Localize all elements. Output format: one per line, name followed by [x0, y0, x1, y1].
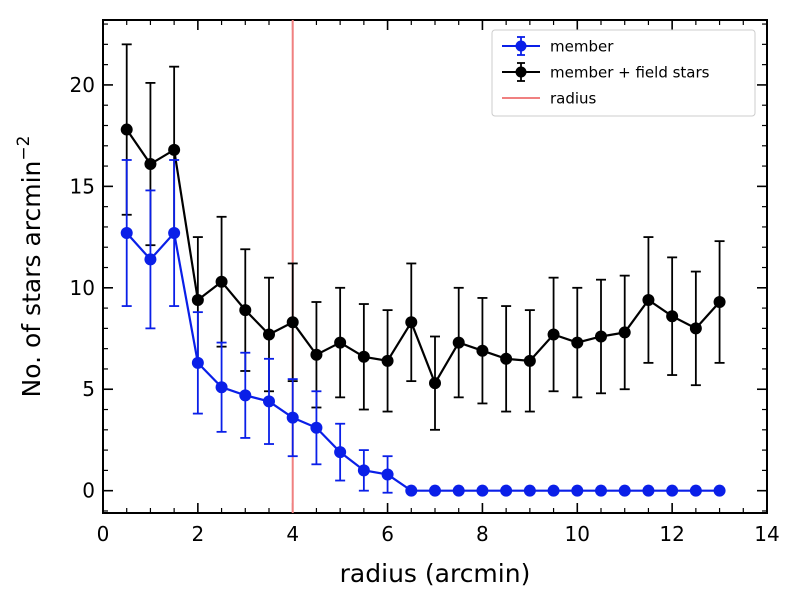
member-data-point [595, 484, 607, 497]
legend-marker-member [515, 40, 527, 52]
member-data-point [286, 411, 299, 424]
y-axis-title-main: No. of stars arcmin [17, 161, 46, 398]
member-data-point [571, 484, 584, 497]
legend-items: member member + field stars radius [502, 36, 710, 108]
member-field-data-point [547, 328, 560, 341]
member-data-point [381, 468, 394, 481]
member-field-data-point [168, 143, 181, 156]
legend-label-member: member [550, 38, 614, 56]
member-field-data-point [144, 158, 157, 171]
y-axis-title-superscript: −2 [14, 136, 34, 161]
member-field-data-point [595, 330, 607, 343]
member-field-data-point [263, 328, 275, 341]
member-field-data-point [689, 322, 702, 335]
member-series-line [125, 230, 720, 492]
member-data-point [452, 484, 465, 497]
member-data-point [618, 484, 631, 497]
legend-marker-member-field [515, 66, 527, 78]
legend-box [491, 29, 756, 117]
y-axis-title: No. of stars arcmin−2 [14, 136, 46, 398]
member-data-point [334, 446, 347, 459]
x-tick-label: 12 [659, 522, 684, 546]
member-field-data-point [334, 336, 347, 349]
x-tick-label: 6 [381, 522, 394, 546]
member-field-series-line [125, 128, 721, 386]
member-field-data-point [618, 326, 631, 339]
member-data-point [239, 389, 252, 402]
member-data-point [215, 381, 228, 394]
member-data-point [666, 484, 679, 497]
x-axis-title: radius (arcmin) [340, 559, 531, 588]
member-field-data-point [381, 354, 394, 367]
tick-labels: 0 2 4 6 8 10 12 14 0 5 10 15 20 [70, 73, 780, 546]
member-field-data-point [500, 352, 513, 365]
member-data-point [120, 227, 133, 240]
member-data-point [357, 464, 370, 477]
data-marks [120, 20, 726, 513]
x-tick-label: 0 [97, 522, 110, 546]
member-field-data-point [357, 350, 370, 363]
member-field-data-point [476, 344, 489, 357]
member-field-data-point [452, 336, 465, 349]
member-data-point [144, 253, 157, 266]
member-field-data-point [310, 348, 323, 361]
member-data-point [429, 484, 441, 497]
member-field-data-point [286, 316, 299, 329]
y-tick-label: 0 [82, 479, 95, 503]
member-data-point [689, 484, 702, 497]
member-data-point [405, 484, 418, 497]
y-tick-label: 5 [82, 377, 95, 401]
member-data-point [263, 395, 275, 408]
axis-ticks [102, 20, 768, 513]
member-data-point [476, 484, 489, 497]
member-data-point [168, 227, 181, 240]
member-field-data-point [191, 293, 204, 306]
member-data-point [642, 484, 655, 497]
member-data-point [310, 421, 323, 434]
legend-label-radius: radius [550, 90, 597, 108]
member-data-point [547, 484, 560, 497]
member-data-point [523, 484, 536, 497]
legend-label-member-field: member + field stars [550, 64, 710, 82]
member-field-data-point [571, 336, 584, 349]
member-field-data-point [215, 275, 228, 288]
legend: member member + field stars radius [491, 29, 756, 117]
member-field-data-point [405, 316, 418, 329]
y-tick-label: 10 [70, 276, 95, 300]
x-tick-label: 14 [754, 522, 779, 546]
member-data-point [713, 484, 726, 497]
y-tick-label: 20 [70, 73, 95, 97]
member-field-data-point [429, 377, 441, 390]
member-field-data-point [666, 310, 679, 323]
y-tick-label: 15 [70, 174, 95, 198]
member-data-point [500, 484, 513, 497]
member-data-point [191, 356, 204, 369]
member-field-data-point [523, 354, 536, 367]
member-field-data-point [642, 293, 655, 306]
x-tick-label: 10 [565, 522, 590, 546]
x-tick-label: 4 [286, 522, 299, 546]
x-tick-label: 2 [191, 522, 204, 546]
member-field-data-point [239, 304, 252, 317]
y-axis-title-group: No. of stars arcmin−2 [14, 136, 46, 398]
x-tick-label: 8 [476, 522, 489, 546]
member-field-data-point [713, 296, 726, 309]
member-field-data-point [120, 123, 133, 136]
